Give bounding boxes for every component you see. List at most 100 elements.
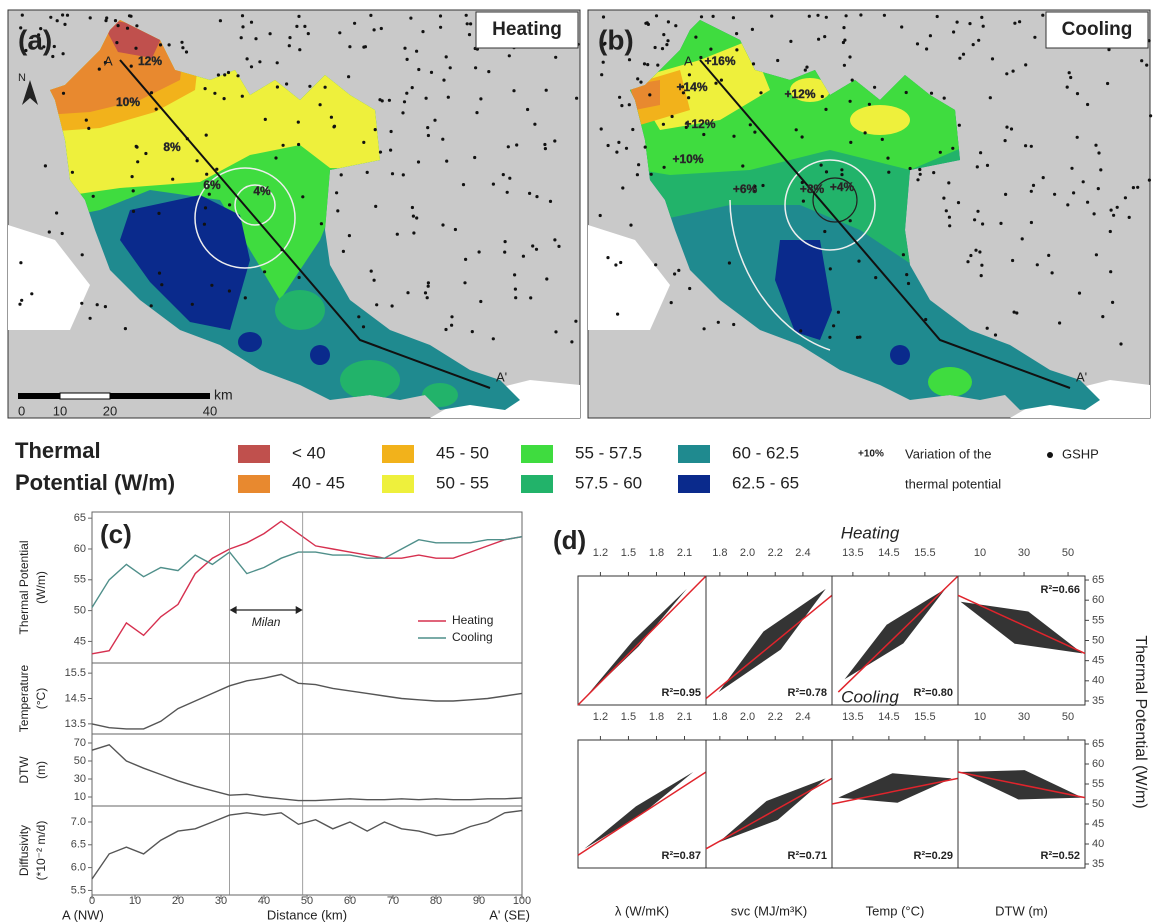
y-tick-label: 50	[1092, 798, 1104, 810]
y-tick-label: 35	[1092, 858, 1104, 870]
gshp-dot	[48, 230, 51, 233]
gshp-dot	[991, 57, 994, 60]
gshp-dot	[666, 39, 669, 42]
gshp-dot	[210, 284, 213, 287]
gshp-dot	[303, 25, 306, 28]
y-tick-label: 50	[74, 755, 86, 767]
gshp-dot	[308, 85, 311, 88]
gshp-dot	[956, 21, 959, 24]
gshp-dot	[396, 233, 399, 236]
row-title: Cooling	[841, 687, 899, 706]
legend-label: 62.5 - 65	[732, 473, 799, 492]
gshp-dot	[976, 210, 979, 213]
gshp-dot	[1030, 145, 1033, 148]
gshp-dot	[557, 245, 560, 248]
y-axis-label: Temperature	[17, 664, 31, 732]
x-tick-label: 2.0	[740, 547, 755, 559]
gshp-dot	[250, 65, 253, 68]
gshp-dot	[468, 33, 471, 36]
profile-end: A'	[496, 369, 507, 384]
y-tick-label: 65	[74, 512, 86, 524]
gshp-dot	[545, 277, 548, 280]
gshp-dot	[575, 97, 578, 100]
y-tick-label: 14.5	[65, 692, 86, 704]
gshp-dot	[907, 282, 910, 285]
gshp-dot	[968, 22, 971, 25]
gshp-dot	[945, 209, 948, 212]
legend-label: 50 - 55	[436, 473, 489, 492]
gshp-dot	[185, 50, 188, 53]
gshp-dot	[617, 141, 620, 144]
gshp-dot	[943, 97, 946, 100]
gshp-dot	[412, 215, 415, 218]
y-tick-label: 45	[1092, 655, 1104, 667]
r-squared: R²=0.29	[914, 850, 953, 862]
legend-swatch	[678, 475, 710, 493]
gshp-dot	[71, 171, 74, 174]
y-tick-label: 5.5	[71, 884, 86, 896]
gshp-dot	[958, 57, 961, 60]
gshp-dot	[391, 304, 394, 307]
gshp-dot	[507, 145, 510, 148]
gshp-dot	[487, 70, 490, 73]
y-tick-label: 15.5	[65, 667, 86, 679]
panel-label: (c)	[100, 519, 132, 549]
gshp-dot	[473, 156, 476, 159]
gshp-dot	[403, 47, 406, 50]
gshp-dot	[900, 25, 903, 28]
gshp-dot	[1109, 230, 1112, 233]
gshp-dot	[475, 111, 478, 114]
gshp-dot	[61, 232, 64, 235]
gshp-dot	[469, 22, 472, 25]
gshp-dot	[694, 36, 697, 39]
gshp-dot	[663, 166, 666, 169]
x-tick-label: 13.5	[842, 711, 863, 723]
gshp-dot	[66, 14, 69, 17]
gshp-dot	[602, 61, 605, 64]
gshp-dot	[219, 19, 222, 22]
scatter-box	[958, 740, 1085, 868]
x-tick-label: 1.2	[593, 547, 608, 559]
gshp-dot	[92, 195, 95, 198]
gshp-dot	[919, 173, 922, 176]
gshp-dot	[204, 206, 207, 209]
x-tick-label: 2.0	[740, 711, 755, 723]
x-tick-label: 1.8	[712, 547, 727, 559]
gshp-dot	[856, 336, 859, 339]
legend-swatch	[382, 475, 414, 493]
gshp-dot	[688, 73, 691, 76]
gshp-dot	[600, 73, 603, 76]
legend-label: Heating	[452, 613, 493, 627]
gshp-dot	[196, 159, 199, 162]
gshp-dot	[1148, 179, 1151, 182]
gshp-dot	[447, 96, 450, 99]
x-tick-label: 0	[89, 895, 95, 907]
gshp-dot	[665, 43, 668, 46]
gshp-dot	[829, 267, 832, 270]
gshp-dot	[288, 44, 291, 47]
gshp-dot	[976, 165, 979, 168]
gshp-dot	[671, 115, 674, 118]
y-tick-label: 60	[1092, 594, 1104, 606]
gshp-dot	[842, 41, 845, 44]
gshp-dot	[842, 26, 845, 29]
gshp-dot	[980, 16, 983, 19]
x-tick-label: 40	[258, 895, 270, 907]
gshp-dot	[1070, 167, 1073, 170]
x-axis-label: λ (W/mK)	[615, 903, 669, 918]
gshp-dot	[180, 41, 183, 44]
gshp-dot	[171, 178, 174, 181]
legend-label: 55 - 57.5	[575, 443, 642, 462]
north-label: N	[18, 72, 26, 84]
r-squared: R²=0.66	[1041, 584, 1080, 596]
legend-swatch	[521, 445, 553, 463]
gshp-dot	[849, 100, 852, 103]
gshp-dot	[191, 303, 194, 306]
scatter-box	[832, 740, 958, 868]
x-tick-label: 20	[172, 895, 184, 907]
gshp-dot	[205, 134, 208, 137]
gshp-dot	[936, 15, 939, 18]
gshp-dot	[553, 139, 556, 142]
x-end-label: A' (SE)	[489, 907, 530, 922]
panel-label: (b)	[598, 24, 634, 55]
